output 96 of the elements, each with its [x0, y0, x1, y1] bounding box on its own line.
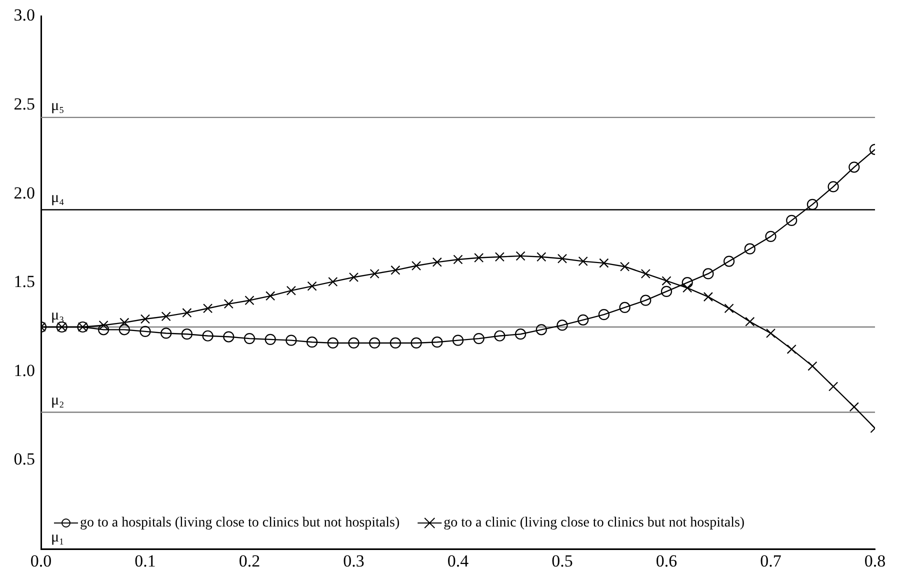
x-tick-label: 0.1: [134, 552, 156, 571]
point: [599, 258, 609, 268]
point: [223, 331, 234, 342]
y-tick-label: 2.0: [14, 183, 35, 202]
x-tick-label: 0.5: [552, 552, 573, 571]
point: [494, 330, 506, 342]
ref-line-label: μ₄: [51, 190, 64, 206]
point: [662, 276, 672, 286]
point: [307, 281, 317, 291]
x-tick-label: 0.8: [864, 552, 886, 571]
point: [140, 326, 151, 337]
y-tick-label: 0.5: [14, 450, 35, 469]
point: [786, 214, 798, 226]
point: [536, 324, 547, 336]
point: [390, 265, 400, 275]
point: [556, 320, 568, 331]
point: [120, 318, 130, 328]
point: [203, 304, 213, 314]
point: [452, 334, 464, 346]
point: [620, 262, 630, 272]
point: [808, 361, 818, 371]
point: [515, 328, 526, 340]
point: [745, 316, 755, 326]
point: [348, 272, 359, 282]
point: [640, 268, 650, 279]
point: [244, 296, 254, 306]
point: [202, 330, 214, 342]
point: [702, 268, 714, 280]
point: [766, 328, 776, 338]
point: [660, 286, 672, 298]
x-tick-label: 0.3: [343, 552, 364, 571]
point: [306, 336, 318, 348]
point: [348, 337, 360, 349]
point: [412, 260, 422, 271]
ref-line-label: μ₅: [51, 98, 64, 114]
ref-line-label: μ₃: [51, 307, 64, 324]
point: [786, 344, 796, 354]
point: [598, 309, 610, 320]
x-tick-label: 0.6: [656, 552, 678, 571]
point: [806, 198, 818, 210]
point: [849, 402, 859, 412]
point: [619, 302, 630, 314]
legend-label: go to a hospitals (living close to clinics but not hospitals): [80, 516, 400, 531]
point: [370, 268, 380, 279]
point: [848, 162, 860, 173]
point: [765, 230, 776, 242]
x-tick-label: 0.2: [238, 552, 260, 571]
ref-line-label: μ₁: [51, 529, 64, 546]
point: [432, 257, 442, 267]
point: [744, 243, 756, 254]
ref-line-label: μ₂: [51, 392, 64, 409]
y-tick-label: 1.0: [14, 360, 35, 380]
legend-label: go to a clinic (living close to clinics but not hospitals): [444, 516, 745, 531]
point: [286, 286, 296, 296]
point: [160, 328, 172, 339]
point: [390, 337, 401, 349]
point: [640, 294, 652, 306]
point: [244, 332, 256, 344]
point: [682, 277, 693, 288]
point: [266, 291, 276, 301]
point: [328, 276, 338, 287]
point: [181, 328, 192, 340]
point: [703, 292, 713, 302]
point: [557, 254, 568, 264]
y-tick-label: 1.5: [14, 272, 35, 292]
point: [410, 337, 422, 349]
point: [369, 337, 380, 349]
point: [578, 256, 588, 266]
point: [161, 312, 171, 322]
point: [98, 324, 110, 336]
x-tick-label: 0.4: [447, 552, 470, 571]
y-tick-label: 3.0: [14, 6, 35, 25]
point: [724, 256, 735, 267]
point: [578, 314, 589, 326]
point: [536, 252, 546, 262]
point: [327, 337, 338, 349]
point: [224, 299, 234, 309]
point: [264, 334, 276, 345]
point: [182, 308, 192, 318]
point: [98, 320, 108, 330]
point: [828, 382, 838, 392]
point: [494, 252, 504, 262]
y-tick-label: 2.5: [14, 94, 35, 114]
point: [473, 332, 484, 344]
point: [828, 181, 839, 192]
point: [286, 334, 297, 346]
point: [432, 336, 443, 348]
point: [474, 252, 484, 263]
x-tick-label: 0.0: [30, 552, 52, 571]
point: [682, 283, 692, 293]
point: [516, 251, 526, 261]
point: [724, 304, 734, 314]
point: [453, 254, 463, 264]
point: [140, 314, 150, 324]
point: [118, 324, 130, 336]
x-tick-label: 0.7: [760, 552, 782, 571]
